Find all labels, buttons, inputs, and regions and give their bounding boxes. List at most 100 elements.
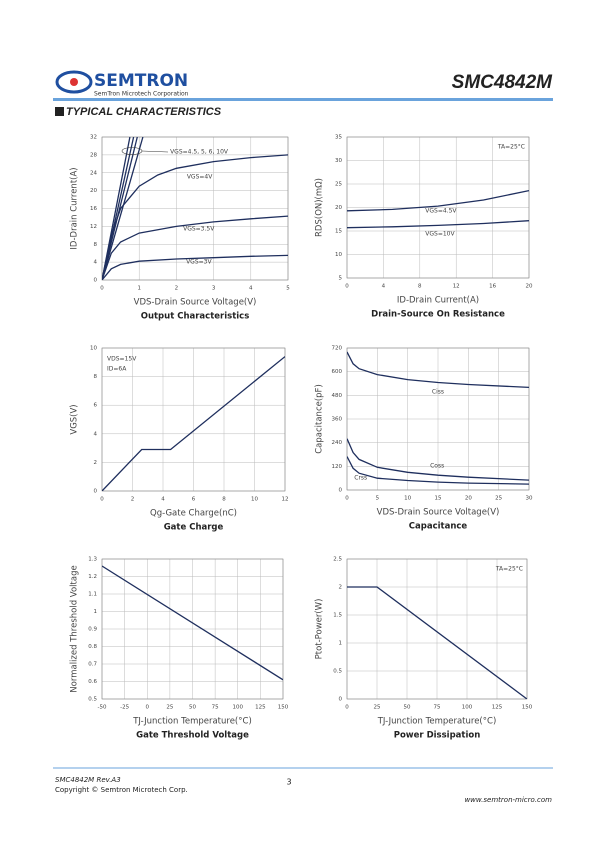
x-axis-label: ID-Drain Current(A) bbox=[397, 296, 479, 306]
section-bullet bbox=[55, 107, 64, 116]
y-tick-label: 1.3 bbox=[88, 557, 97, 563]
y-tick-label: 0 bbox=[94, 489, 98, 495]
x-tick-label: 20 bbox=[526, 284, 533, 290]
x-axis-label: VDS-Drain Source Voltage(V) bbox=[134, 298, 257, 308]
x-tick-label: 25 bbox=[166, 705, 173, 711]
x-tick-label: 12 bbox=[453, 284, 460, 290]
y-tick-label: 16 bbox=[90, 206, 97, 212]
y-tick-label: 720 bbox=[332, 346, 343, 352]
x-tick-label: 50 bbox=[189, 705, 196, 711]
x-tick-label: 75 bbox=[434, 705, 441, 711]
plot-frame bbox=[346, 558, 528, 700]
x-axis-label: Qg-Gate Charge(nC) bbox=[150, 509, 237, 519]
y-tick-label: 6 bbox=[94, 403, 98, 409]
x-tick-label: 50 bbox=[404, 705, 411, 711]
y-axis-label: Capacitance(pF) bbox=[315, 384, 325, 454]
y-tick-label: 25 bbox=[335, 182, 342, 188]
x-tick-label: 0 bbox=[146, 705, 150, 711]
y-tick-label: 1.1 bbox=[88, 592, 97, 598]
x-tick-label: 75 bbox=[212, 705, 219, 711]
plot-frame bbox=[101, 558, 284, 700]
callout-arrow bbox=[141, 150, 169, 153]
data-line bbox=[102, 137, 144, 280]
x-tick-label: 25 bbox=[495, 496, 502, 502]
chart-caption: Drain-Source On Resistance bbox=[371, 310, 505, 320]
y-tick-label: 120 bbox=[332, 464, 343, 470]
x-tick-label: 3 bbox=[212, 286, 216, 292]
chart-caption: Output Characteristics bbox=[141, 312, 250, 322]
x-tick-label: 25 bbox=[374, 705, 381, 711]
x-tick-label: 0 bbox=[345, 284, 349, 290]
x-tick-label: 100 bbox=[462, 705, 473, 711]
y-tick-label: 4 bbox=[94, 260, 98, 266]
y-tick-label: 2 bbox=[339, 585, 343, 591]
x-tick-label: 0 bbox=[100, 286, 104, 292]
plot-frame bbox=[346, 136, 530, 279]
series-label: VGS=4.5V bbox=[425, 207, 457, 214]
y-tick-label: 8 bbox=[94, 242, 98, 248]
x-tick-label: 0 bbox=[345, 496, 349, 502]
y-tick-label: 30 bbox=[335, 158, 342, 164]
x-tick-label: 150 bbox=[278, 705, 289, 711]
y-tick-label: 0.6 bbox=[88, 679, 97, 685]
y-tick-label: 0.7 bbox=[88, 662, 97, 668]
data-line bbox=[347, 220, 529, 229]
y-tick-label: 20 bbox=[335, 205, 342, 211]
header-rule bbox=[53, 98, 553, 101]
series-label: VGS=4.5, 5, 6, 10V bbox=[170, 149, 229, 156]
x-tick-label: 30 bbox=[526, 496, 533, 502]
series-label: Coss bbox=[430, 462, 444, 469]
series-label: Crss bbox=[354, 474, 367, 481]
y-tick-label: 32 bbox=[90, 135, 97, 141]
x-tick-label: 15 bbox=[435, 496, 442, 502]
y-tick-label: 0.8 bbox=[88, 644, 97, 650]
y-tick-label: 20 bbox=[90, 188, 97, 194]
x-axis-label: TJ-Junction Temperature(°C) bbox=[377, 717, 497, 727]
y-tick-label: 240 bbox=[332, 440, 343, 446]
x-tick-label: 8 bbox=[418, 284, 422, 290]
y-tick-label: 0.5 bbox=[88, 697, 97, 703]
y-axis-label: RDS(ON)(mΩ) bbox=[315, 178, 325, 237]
y-axis-label: Normalized Threshold Voltage bbox=[70, 565, 80, 692]
x-tick-label: 125 bbox=[255, 705, 266, 711]
plot-frame bbox=[101, 347, 286, 492]
y-tick-label: 12 bbox=[90, 224, 97, 230]
x-tick-label: 125 bbox=[492, 705, 503, 711]
data-line bbox=[102, 254, 288, 280]
section-title: TYPICAL CHARACTERISTICS bbox=[66, 106, 222, 118]
data-line bbox=[347, 351, 529, 389]
chart-caption: Power Dissipation bbox=[394, 731, 481, 741]
y-tick-label: 0 bbox=[94, 278, 98, 284]
logo-ring bbox=[55, 70, 93, 94]
x-tick-label: 5 bbox=[376, 496, 380, 502]
revision: SMC4842M Rev.A3 bbox=[55, 776, 121, 784]
x-tick-label: 100 bbox=[233, 705, 244, 711]
x-tick-label: 2 bbox=[131, 497, 135, 503]
data-line bbox=[347, 456, 529, 485]
data-line bbox=[347, 586, 527, 699]
x-tick-label: 0 bbox=[345, 705, 349, 711]
y-tick-label: 1.5 bbox=[333, 613, 342, 619]
y-tick-label: 8 bbox=[94, 374, 98, 380]
x-tick-label: 12 bbox=[282, 497, 289, 503]
y-tick-label: 480 bbox=[332, 393, 343, 399]
y-tick-label: 0.9 bbox=[88, 627, 97, 633]
y-axis-label: VGS(V) bbox=[70, 404, 80, 434]
website: www.semtron-micro.com bbox=[464, 796, 552, 804]
data-line bbox=[347, 438, 529, 481]
data-line bbox=[102, 356, 285, 491]
chart-caption: Gate Threshold Voltage bbox=[136, 731, 249, 741]
y-tick-label: 2.5 bbox=[333, 557, 342, 563]
y-tick-label: 10 bbox=[335, 252, 342, 258]
y-axis-label: ID-Drain Current(A) bbox=[70, 167, 80, 249]
y-tick-label: 24 bbox=[90, 170, 97, 176]
y-tick-label: 10 bbox=[90, 346, 97, 352]
part-number: SMC4842M bbox=[452, 72, 553, 93]
annotation: TA=25°C bbox=[497, 144, 525, 151]
x-tick-label: 5 bbox=[286, 286, 290, 292]
series-label: Ciss bbox=[432, 388, 444, 395]
x-axis-label: TJ-Junction Temperature(°C) bbox=[132, 717, 252, 727]
y-tick-label: 28 bbox=[90, 152, 97, 158]
